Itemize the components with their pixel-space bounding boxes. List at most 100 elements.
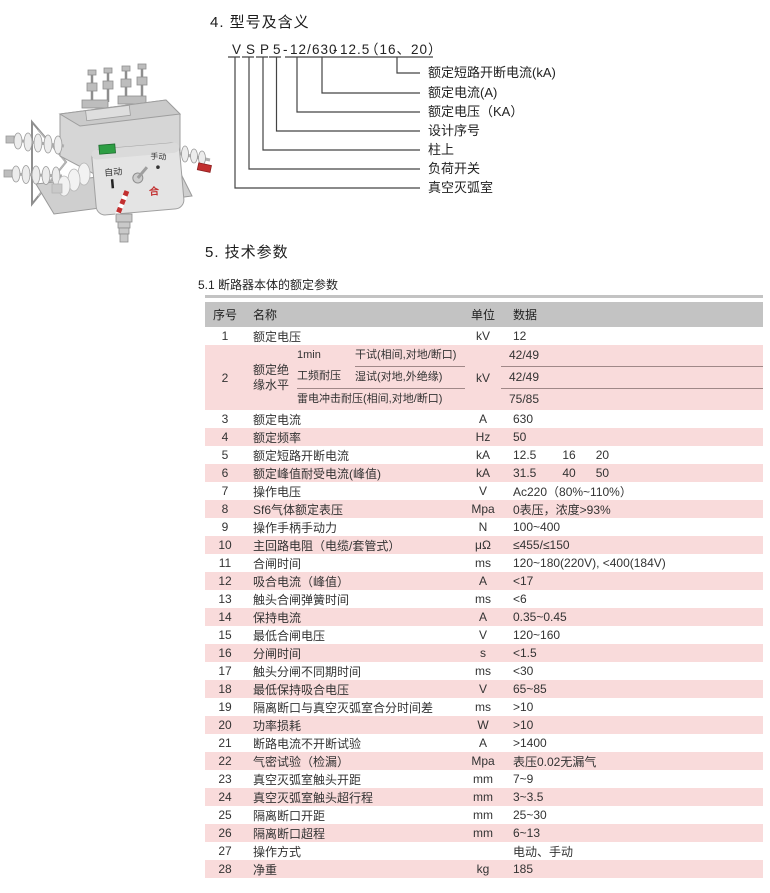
cell-name: 最低保持吸合电压 [253,682,350,697]
svg-text:（16、20）: （16、20） [365,42,443,57]
green-indicator [98,143,116,155]
value-1: 120~160 [513,628,561,642]
cell-name: Sf6气体额定表压 [253,502,344,517]
cell-no: 7 [221,484,229,498]
table-row: 17 触头分闸不同期时间 ms <30 [205,662,763,680]
porcelain-insulator [51,162,91,197]
cell-name: 额定绝缘水平 [253,362,290,392]
cell-no: 5 [221,448,229,462]
table-row: 28 净重 kg 185 [205,860,763,878]
cell-value: 6~13 [513,826,763,840]
cell-no: 22 [218,754,232,768]
model-label: 额定电流(A) [428,85,497,100]
cell-no: 9 [221,520,229,534]
cell-unit: s [480,646,486,660]
table-row: 24 真空灭弧室触头超行程 mm 3~3.5 [205,788,763,806]
cell-unit: N [478,520,488,534]
cell-value: 50 [513,430,763,444]
cell-name: 额定电压 [253,329,302,344]
svg-text:-: - [333,42,339,57]
close-label: 合 [147,184,160,198]
cell-no: 17 [218,664,232,678]
freq-line2: 工频耐压 [297,370,341,382]
cell-no: 3 [221,412,229,426]
table-row: 6 额定峰值耐受电流(峰值) kA 31.5 40 50 [205,464,763,482]
cell-name: 隔离断口开距 [253,808,326,823]
value-1: Ac220（80%~110%） [513,484,632,499]
cell-name: 触头分闸不同期时间 [253,664,362,679]
table-header-row: 序号 名称 单位 数据 [205,302,763,327]
cell-value: 0.35~0.45 [513,610,763,624]
cell-unit: Hz [475,430,491,444]
table-row: 19 隔离断口与真空灭弧室合分时间差 ms >10 [205,698,763,716]
model-label: 柱上 [428,142,454,157]
cell-name: 操作方式 [253,844,302,859]
value-1: 6~13 [513,826,541,840]
cell-name: 操作电压 [253,484,302,499]
cell-unit: A [478,412,487,426]
cell-name: 功率损耗 [253,718,302,733]
cell-unit: V [478,628,487,642]
value-wet: 42/49 [501,367,763,389]
cell-unit: Mpa [471,754,495,768]
cell-unit: mm [473,772,493,786]
table-row: 5 额定短路开断电流 kA 12.5 16 20 [205,446,763,464]
table-row: 1 额定电压 kV 12 [205,327,763,345]
cell-name: 主回路电阻（电缆/套管式） [253,538,401,553]
table-row: 4 额定频率 Hz 50 [205,428,763,446]
table-row: 22 气密试验（检漏） Mpa 表压0.02无漏气 [205,752,763,770]
cell-no: 12 [218,574,232,588]
cell-no: 10 [218,538,232,552]
table-row: 11 合闸时间 ms 120~180(220V), <400(184V) [205,554,763,572]
cell-value: <1.5 [513,646,763,660]
value-1: ≤455/≤150 [513,538,570,552]
freq-line1: 1min [297,349,321,361]
table-row: 20 功率损耗 W >10 [205,716,763,734]
cell-unit: kg [476,862,490,876]
bottom-foot [115,213,133,243]
cell-name: 合闸时间 [253,556,302,571]
cell-no: 11 [218,556,232,570]
left-insulators [3,132,65,186]
cell-no: 23 [218,772,232,786]
cell-value: 7~9 [513,772,763,786]
value-dry: 42/49 [501,345,763,367]
cell-name: 断路电流不开断试验 [253,736,362,751]
cell-unit: mm [473,790,493,804]
insulation-level-row: 2 额定绝缘水平 1min 工频耐压 干试(相间,对地/断口) 湿试(对地,外绝… [205,345,763,410]
table-row: 25 隔离断口开距 mm 25~30 [205,806,763,824]
cell-value: 12 [513,329,527,343]
value-2: 16 [562,448,576,462]
cell-unit: kV [475,329,490,343]
cell-name: 额定短路开断电流 [253,448,350,463]
svg-text:P: P [260,42,270,57]
model-code: V S P 5 - 12/ 630 - 12.5 （16、20） [232,42,443,57]
cell-name: 隔离断口与真空灭弧室合分时间差 [253,700,434,715]
svg-text:12.5: 12.5 [340,42,370,57]
dry-test-label: 干试(相间,对地/断口) [355,345,465,367]
cell-no: 26 [218,826,232,840]
cell-value: 31.5 40 50 [513,466,763,480]
table-body: 3 额定电流 A 630 4 额定频率 Hz 50 5 额定短路开断电流 kA [205,410,763,878]
table-row: 18 最低保持吸合电压 V 65~85 [205,680,763,698]
cell-value: 电动、手动 [513,843,763,860]
cell-name: 吸合电流（峰值） [253,574,350,589]
table-row: 10 主回路电阻（电缆/套管式） μΩ ≤455/≤150 [205,536,763,554]
cell-unit: V [478,682,487,696]
value-1: <30 [513,664,534,678]
cell-unit: mm [473,808,493,822]
cell-no: 16 [218,646,232,660]
cell-unit: ms [475,700,491,714]
cell-unit: mm [473,826,493,840]
svg-text:12/: 12/ [290,42,312,57]
cell-value: >10 [513,718,763,732]
cell-value: 12.5 16 20 [513,448,763,462]
cell-unit: μΩ [475,538,491,552]
cell-name: 分闸时间 [253,646,302,661]
table-row: 8 Sf6气体额定表压 Mpa 0表压，浓度>93% [205,500,763,518]
cell-no: 20 [218,718,232,732]
cell-name: 额定电流 [253,412,302,427]
model-labels: 额定短路开断电流(kA) 额定电流(A) 额定电压（KA） 设计序号 柱上 负荷… [428,65,556,195]
table-row: 3 额定电流 A 630 [205,410,763,428]
svg-text:V: V [232,42,242,57]
